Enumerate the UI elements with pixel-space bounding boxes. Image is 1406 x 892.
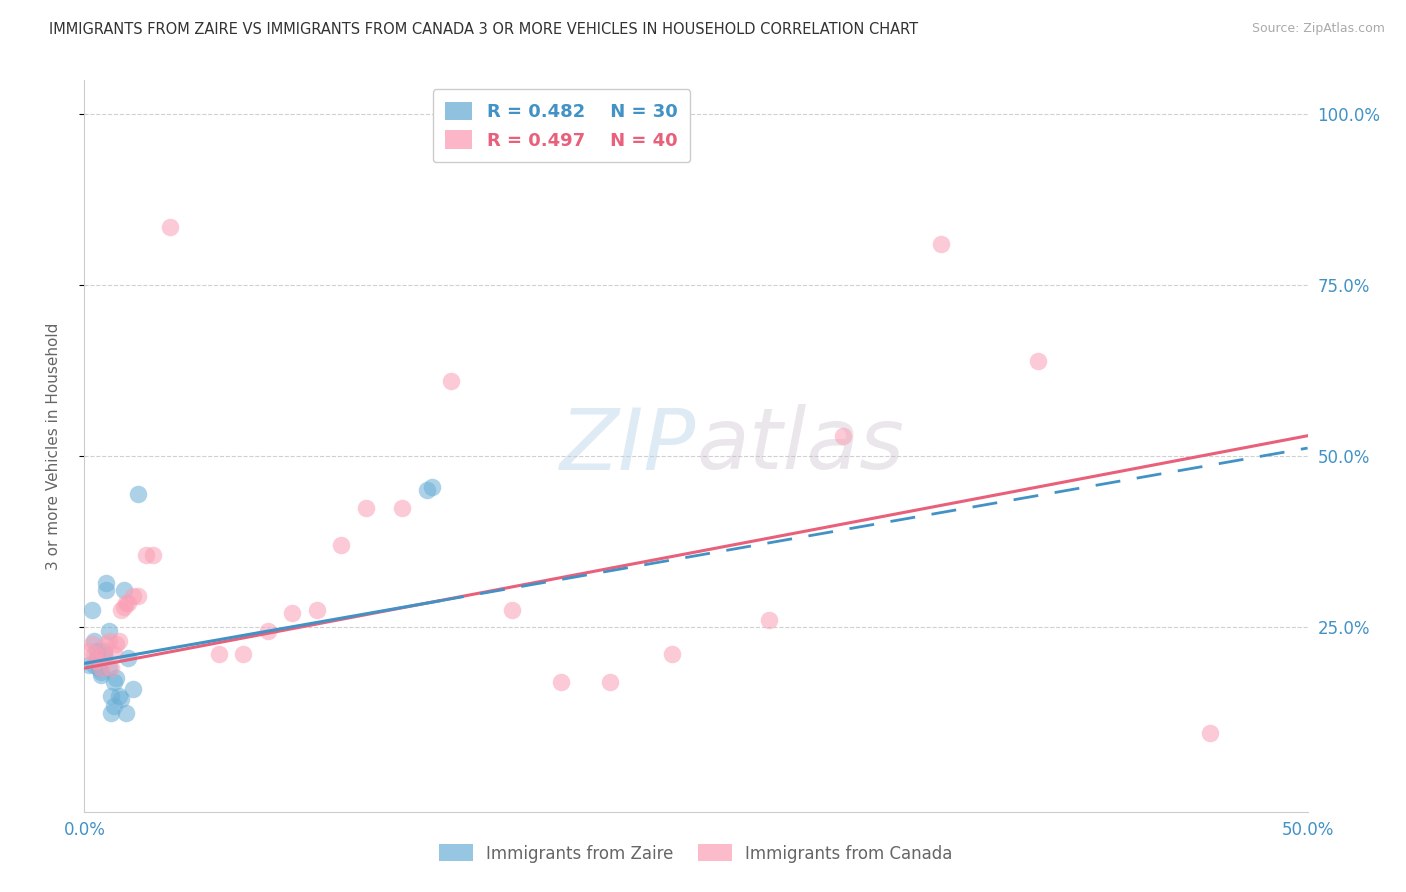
Point xyxy=(416,483,439,498)
Point xyxy=(257,624,280,638)
Point xyxy=(420,480,443,494)
Point xyxy=(107,633,129,648)
Point xyxy=(87,654,110,668)
Point xyxy=(90,665,112,679)
Point xyxy=(96,575,118,590)
Point xyxy=(105,672,128,686)
Point xyxy=(83,657,105,672)
Text: Source: ZipAtlas.com: Source: ZipAtlas.com xyxy=(1251,22,1385,36)
Point xyxy=(96,637,118,651)
Text: ZIP: ZIP xyxy=(560,404,696,488)
Point xyxy=(354,500,377,515)
Point xyxy=(103,648,125,662)
Point xyxy=(1028,353,1050,368)
Point xyxy=(93,644,115,658)
Point xyxy=(127,590,149,604)
Point xyxy=(440,374,463,388)
Point xyxy=(86,644,108,658)
Point xyxy=(107,689,129,703)
Text: IMMIGRANTS FROM ZAIRE VS IMMIGRANTS FROM CANADA 3 OR MORE VEHICLES IN HOUSEHOLD : IMMIGRANTS FROM ZAIRE VS IMMIGRANTS FROM… xyxy=(49,22,918,37)
Point xyxy=(90,668,112,682)
Point xyxy=(87,661,110,675)
Point xyxy=(77,644,100,658)
Point xyxy=(80,603,103,617)
Point xyxy=(831,429,853,443)
Point xyxy=(330,538,353,552)
Legend: Immigrants from Zaire, Immigrants from Canada: Immigrants from Zaire, Immigrants from C… xyxy=(433,838,959,869)
Point xyxy=(112,582,135,597)
Point xyxy=(599,674,621,689)
Point xyxy=(97,633,120,648)
Point xyxy=(232,648,254,662)
Point xyxy=(208,648,231,662)
Point xyxy=(93,648,115,662)
Point xyxy=(83,648,105,662)
Point xyxy=(115,706,138,720)
Point xyxy=(117,596,139,610)
Point xyxy=(502,603,524,617)
Point xyxy=(77,657,100,672)
Point xyxy=(105,637,128,651)
Point xyxy=(305,603,328,617)
Point xyxy=(122,590,145,604)
Point xyxy=(135,549,157,563)
Point xyxy=(90,661,112,675)
Point xyxy=(122,681,145,696)
Point xyxy=(661,648,683,662)
Point xyxy=(159,220,181,235)
Y-axis label: 3 or more Vehicles in Household: 3 or more Vehicles in Household xyxy=(46,322,60,570)
Point xyxy=(86,654,108,668)
Point xyxy=(550,674,572,689)
Point xyxy=(96,582,118,597)
Point xyxy=(142,549,165,563)
Point xyxy=(97,624,120,638)
Point xyxy=(80,637,103,651)
Point xyxy=(86,651,108,665)
Text: atlas: atlas xyxy=(696,404,904,488)
Point xyxy=(110,692,132,706)
Point xyxy=(103,698,125,713)
Point xyxy=(112,599,135,614)
Point xyxy=(93,648,115,662)
Point xyxy=(83,633,105,648)
Point xyxy=(929,237,952,252)
Point xyxy=(115,596,138,610)
Point xyxy=(110,603,132,617)
Point xyxy=(281,607,304,621)
Point xyxy=(87,651,110,665)
Point xyxy=(117,651,139,665)
Point xyxy=(1198,726,1220,740)
Point xyxy=(391,500,413,515)
Point xyxy=(127,487,149,501)
Point xyxy=(100,706,122,720)
Point xyxy=(103,674,125,689)
Point xyxy=(758,613,780,627)
Point xyxy=(100,689,122,703)
Point xyxy=(100,661,122,675)
Point xyxy=(97,661,120,675)
